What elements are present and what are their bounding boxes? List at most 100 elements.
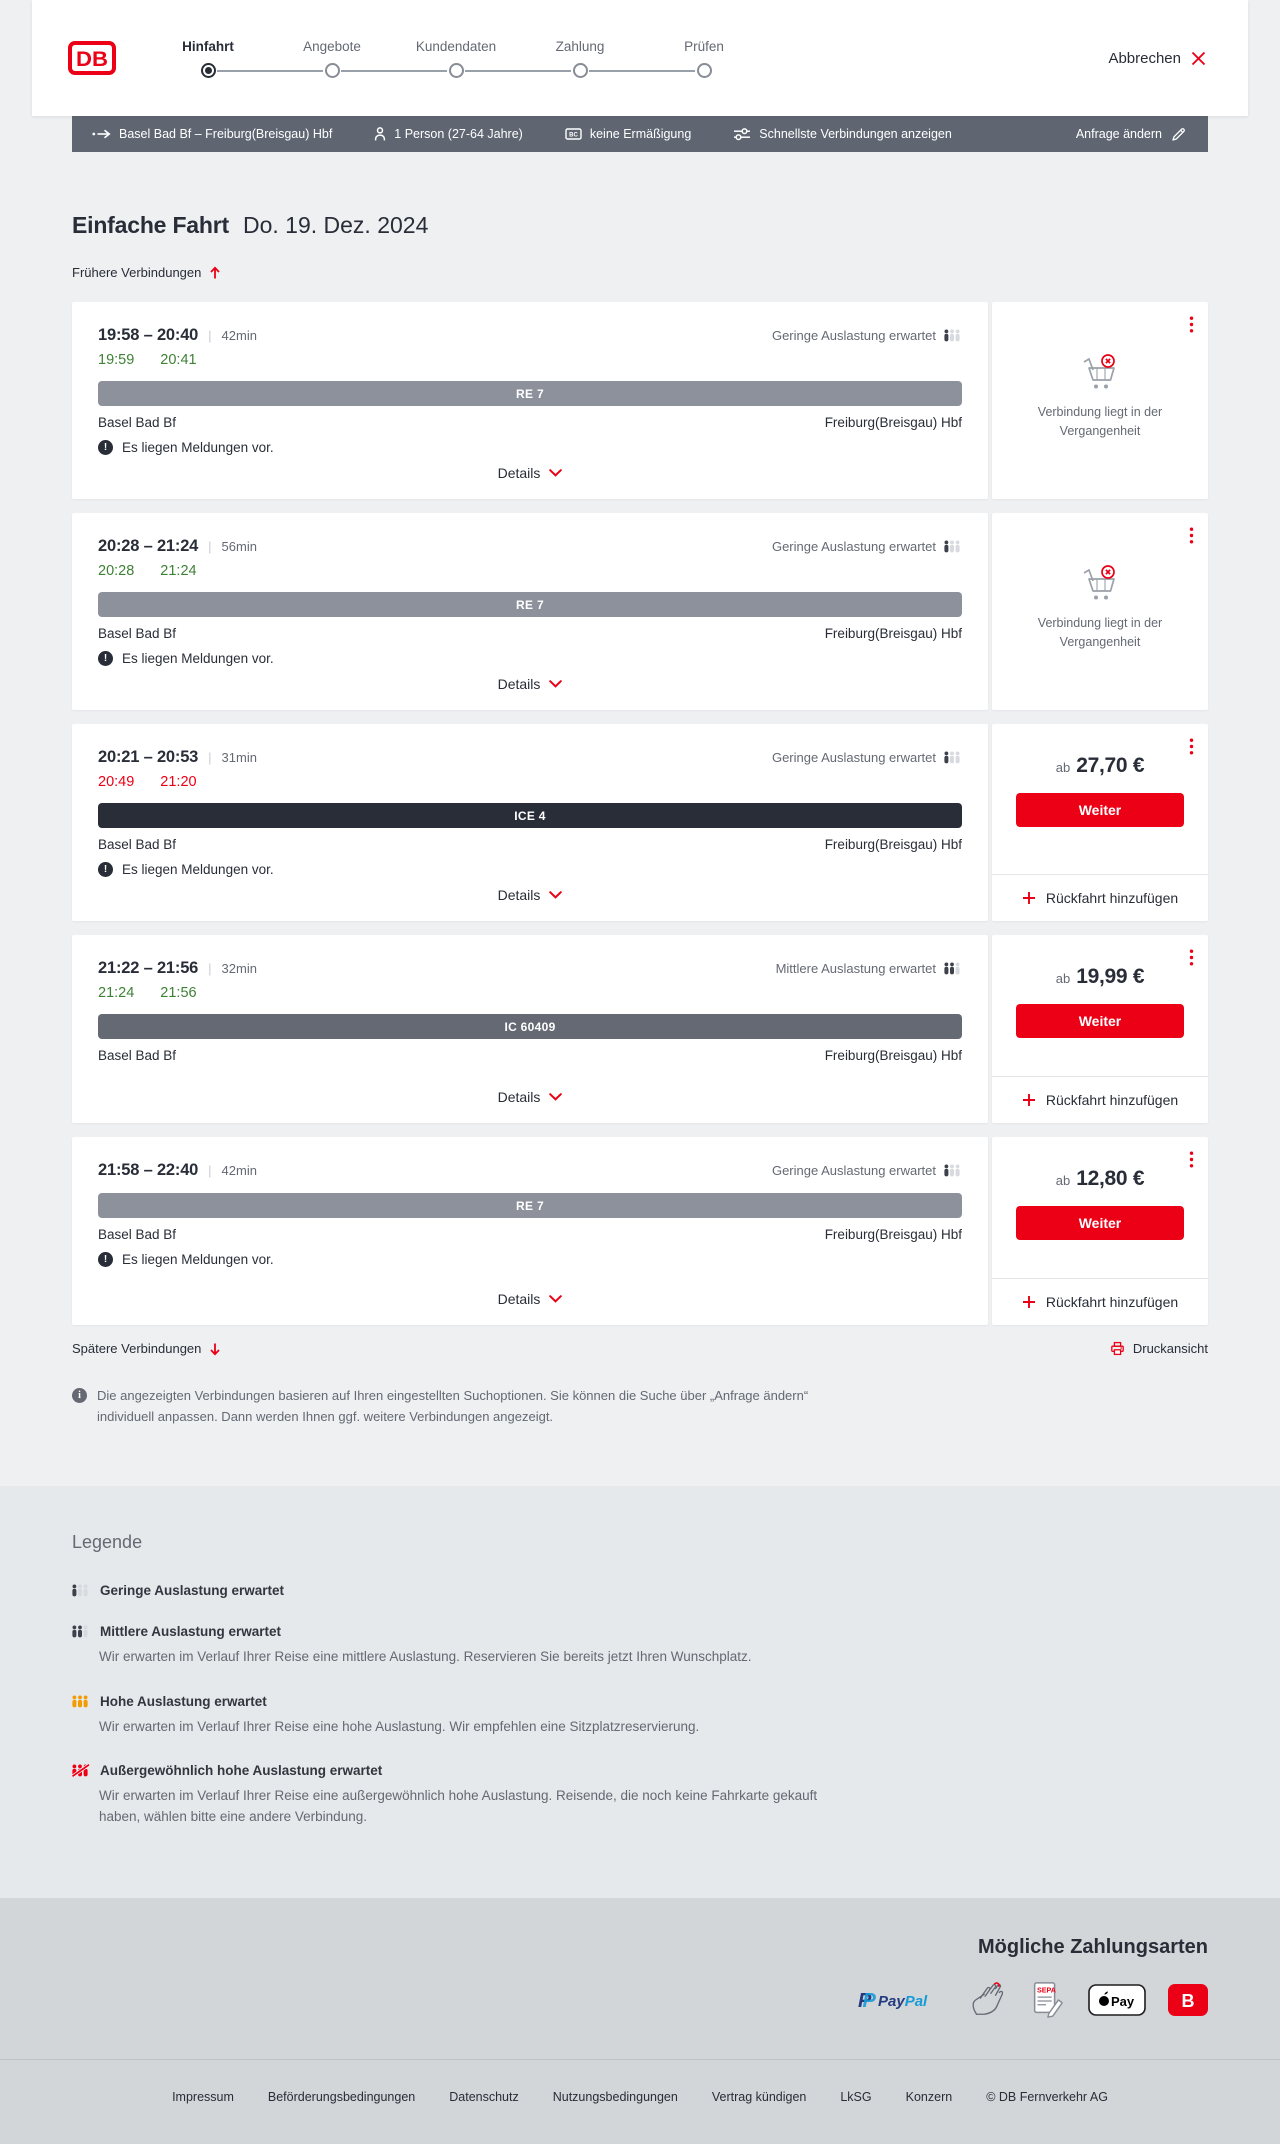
train-label[interactable]: RE 7	[98, 381, 962, 406]
discount-text: keine Ermäßigung	[589, 127, 692, 141]
occupancy: Mittlere Auslastung erwartet	[776, 961, 962, 976]
footer-link[interactable]: LkSG	[840, 2090, 872, 2105]
hand-payment-icon	[972, 1982, 1004, 2016]
continue-button[interactable]: Weiter	[1016, 1004, 1184, 1038]
more-options-button[interactable]	[1185, 734, 1198, 759]
details-toggle[interactable]: Details	[492, 1079, 569, 1113]
train-label[interactable]: RE 7	[98, 1193, 962, 1218]
later-connections-label: Spätere Verbindungen	[72, 1341, 202, 1356]
step-kundendaten[interactable]: Kundendaten	[394, 38, 571, 78]
messages-text: Es liegen Meldungen vor.	[122, 1252, 274, 1267]
past-connection-info: Verbindung liegt in der Vergangenheit	[992, 513, 1208, 710]
footer: Impressum Beförderungsbedingungen Datensch…	[0, 2059, 1280, 2144]
train-label[interactable]: RE 7	[98, 592, 962, 617]
continue-button[interactable]: Weiter	[1016, 1206, 1184, 1240]
print-view-link[interactable]: Druckansicht	[1110, 1341, 1208, 1356]
scheduled-times: 19:58 – 20:40 | 42min	[98, 326, 257, 344]
svg-text:P: P	[858, 1990, 872, 2012]
connection-details: 21:22 – 21:56 | 32min Mittlere Auslastung e…	[72, 935, 988, 1123]
legend-item-desc: Wir erwarten im Verlauf Ihrer Reise eine…	[99, 1788, 818, 1825]
price-amount: 12,80 €	[1076, 1167, 1145, 1190]
details-toggle[interactable]: Details	[492, 666, 569, 700]
earlier-connections-link[interactable]: Frühere Verbindungen	[72, 265, 221, 280]
db-logo-icon: DB	[68, 41, 116, 75]
train-label[interactable]: IC 60409	[98, 1014, 962, 1039]
add-return-button[interactable]: Rückfahrt hinzufügen	[992, 1279, 1208, 1325]
step-angebote[interactable]: Angebote	[270, 38, 447, 78]
destination-station: Freiburg(Breisgau) Hbf	[824, 1048, 962, 1063]
edit-search-button[interactable]: Anfrage ändern	[1076, 127, 1186, 142]
printer-icon	[1111, 1341, 1124, 1356]
chevron-down-icon	[549, 891, 563, 899]
price: ab 12,80 €	[1055, 1167, 1145, 1191]
earlier-connections-label: Frühere Verbindungen	[72, 265, 202, 280]
booking-panel: ab 12,80 € Weiter Rückfahrt hinzufügen	[992, 1137, 1208, 1325]
occupancy: Geringe Auslastung erwartet	[772, 750, 962, 765]
plus-icon	[1022, 1296, 1035, 1308]
occupancy: Geringe Auslastung erwartet	[772, 1163, 962, 1178]
bahn-bonus-icon: B	[1168, 1984, 1208, 2017]
past-connection-text: Verbindung liegt in der Vergangenheit	[1037, 615, 1163, 649]
occupancy-icon	[944, 540, 960, 553]
footer-link[interactable]: Konzern	[905, 2090, 953, 2105]
continue-button[interactable]: Weiter	[1016, 793, 1184, 827]
messages-text: Es liegen Meldungen vor.	[122, 862, 274, 877]
messages-note: ! Es liegen Meldungen vor.	[98, 1252, 962, 1267]
sepa-direct-debit-icon: SEPA	[1033, 1982, 1063, 2019]
origin-station: Basel Bad Bf	[98, 1227, 177, 1242]
occupancy: Geringe Auslastung erwartet	[772, 539, 962, 554]
footer-link[interactable]: Impressum	[172, 2090, 234, 2105]
train-label[interactable]: ICE 4	[98, 803, 962, 828]
alert-icon: !	[98, 440, 113, 455]
more-options-icon	[1189, 1151, 1194, 1168]
passenger-text: 1 Person (27-64 Jahre)	[394, 127, 523, 141]
realtime-times: 20:49 21:20	[98, 774, 197, 790]
more-options-button[interactable]	[1185, 312, 1198, 337]
connection-card: 19:58 – 20:40 | 42min Geringe Auslastung er…	[72, 302, 1208, 499]
price-prefix: ab	[1055, 1173, 1071, 1188]
destination-station: Freiburg(Breisgau) Hbf	[824, 626, 962, 641]
stations: Basel Bad Bf Freiburg(Breisgau) Hbf	[98, 837, 962, 852]
realtime-times: 21:24 21:56	[98, 985, 197, 1001]
close-icon	[1191, 51, 1206, 65]
step-zahlung[interactable]: Zahlung	[518, 38, 695, 78]
later-connections-link[interactable]: Spätere Verbindungen	[72, 1341, 221, 1356]
add-return-label: Rückfahrt hinzufügen	[1045, 1092, 1179, 1108]
occupancy-label: Geringe Auslastung erwartet	[771, 1163, 936, 1178]
connection-details: 21:58 – 22:40 | 42min Geringe Auslastung er…	[72, 1137, 988, 1325]
booking-panel: Verbindung liegt in der Vergangenheit	[992, 513, 1208, 710]
occupancy-icon	[72, 1625, 88, 1637]
stations: Basel Bad Bf Freiburg(Breisgau) Hbf	[98, 626, 962, 641]
more-options-button[interactable]	[1185, 523, 1198, 548]
more-options-button[interactable]	[1185, 1147, 1198, 1172]
add-return-button[interactable]: Rückfahrt hinzufügen	[992, 1077, 1208, 1123]
footer-link[interactable]: Beförderungsbedingungen	[267, 2090, 416, 2105]
details-label: Details	[497, 1089, 541, 1105]
details-toggle[interactable]: Details	[492, 455, 569, 489]
step-hinfahrt[interactable]: Hinfahrt	[146, 38, 323, 78]
connection-card: 20:28 – 21:24 | 56min Geringe Auslastung er…	[72, 513, 1208, 710]
svg-text:DB: DB	[76, 48, 108, 71]
step-dot-icon	[448, 63, 464, 78]
footer-link[interactable]: Nutzungsbedingungen	[552, 2090, 678, 2105]
cancel-button[interactable]: Abbrechen	[1108, 50, 1206, 67]
footer-link[interactable]: Datenschutz	[449, 2090, 519, 2105]
svg-text:SEPA: SEPA	[1037, 1987, 1056, 1995]
details-toggle[interactable]: Details	[492, 1281, 569, 1315]
svg-text:PayPal: PayPal	[878, 1993, 928, 2010]
legend-item: Geringe Auslastung erwartet	[72, 1583, 1208, 1598]
add-return-button[interactable]: Rückfahrt hinzufügen	[992, 875, 1208, 921]
svg-text:Pay: Pay	[1111, 1994, 1135, 2009]
sort-fastest-icon	[734, 128, 751, 141]
details-toggle[interactable]: Details	[492, 877, 569, 911]
step-dot-icon	[572, 63, 588, 78]
step-prüfen[interactable]: Prüfen	[642, 38, 766, 78]
payment-methods: P P PayPal SEPA Pa	[72, 1981, 1208, 2019]
connection-details: 20:28 – 21:24 | 56min Geringe Auslastung er…	[72, 513, 988, 710]
info-icon: i	[72, 1388, 87, 1403]
footer-links: Impressum Beförderungsbedingungen Datensch…	[72, 2090, 1208, 2104]
more-options-icon	[1189, 738, 1194, 755]
legend-section: Legende Geringe Auslastung erwartet Mittl…	[0, 1485, 1280, 1899]
footer-link[interactable]: Vertrag kündigen	[711, 2090, 807, 2105]
more-options-button[interactable]	[1185, 945, 1198, 970]
